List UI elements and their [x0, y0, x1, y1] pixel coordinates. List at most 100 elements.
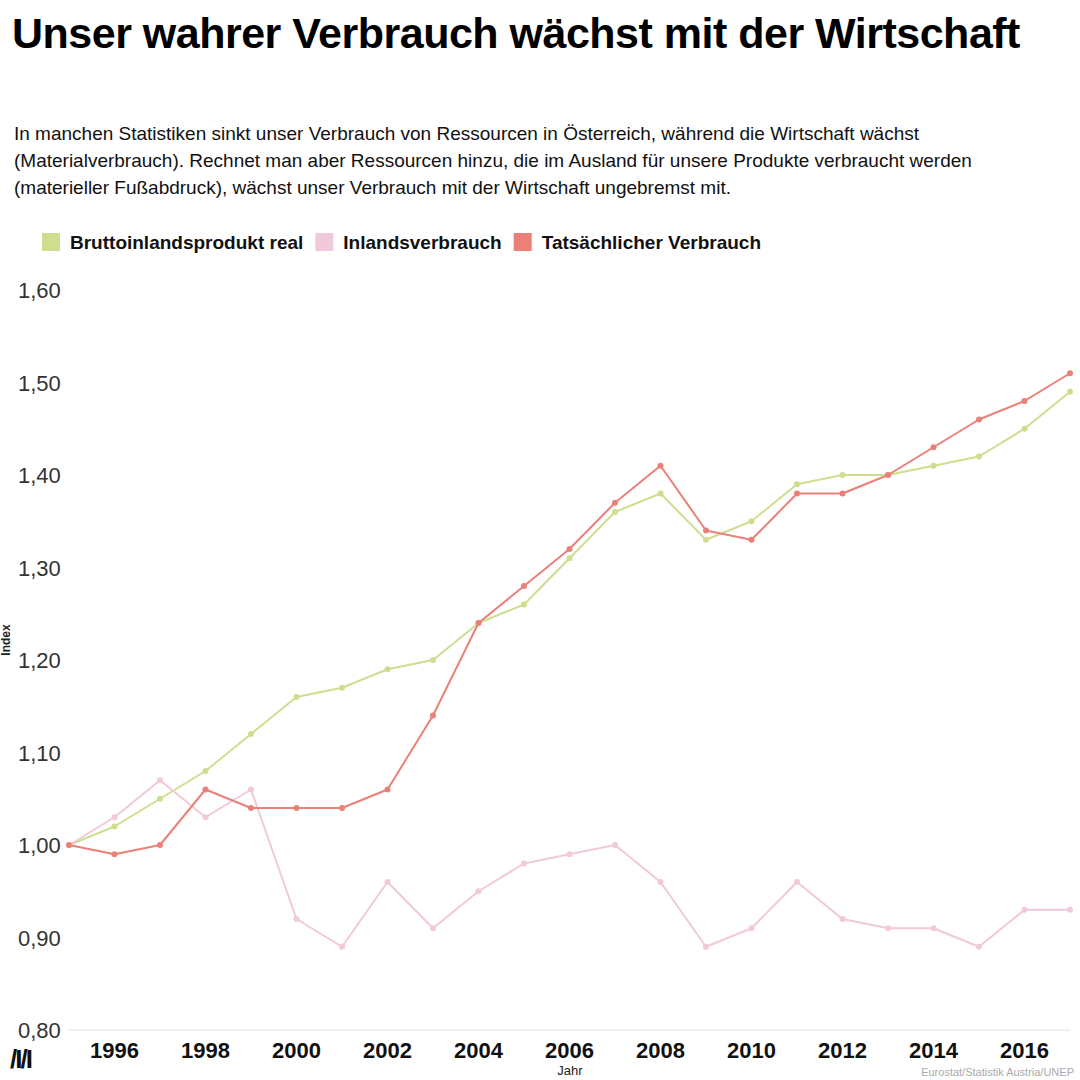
- series-point: [203, 768, 209, 774]
- series-point: [931, 444, 937, 450]
- logo: /I/I: [10, 1044, 32, 1074]
- series-point: [294, 916, 300, 922]
- y-tick-label: 0,90: [18, 926, 61, 951]
- series-point: [1067, 370, 1073, 376]
- subtitle: In manchen Statistiken sinkt unser Verbr…: [14, 120, 1070, 201]
- series-line: [69, 373, 1070, 854]
- series-point: [521, 861, 527, 867]
- series-point: [521, 583, 527, 589]
- series-point: [66, 842, 72, 848]
- series-point: [840, 491, 846, 497]
- x-axis-title: Jahr: [557, 1063, 583, 1078]
- series-point: [430, 657, 436, 663]
- series-point: [1022, 426, 1028, 432]
- x-tick-label: 2010: [727, 1038, 776, 1063]
- y-axis-title: Index: [0, 624, 13, 656]
- series-point: [1022, 907, 1028, 913]
- series-point: [794, 491, 800, 497]
- series-point: [430, 925, 436, 931]
- x-tick-label: 2006: [545, 1038, 594, 1063]
- legend-label: Bruttoinlandsprodukt real: [70, 232, 303, 253]
- series-point: [385, 787, 391, 793]
- legend-swatch: [315, 233, 333, 251]
- x-axis-line: [69, 1030, 1070, 1031]
- series-point: [339, 944, 345, 950]
- series-point: [612, 509, 618, 515]
- series-point: [658, 879, 664, 885]
- series-point: [658, 463, 664, 469]
- series-point: [976, 944, 982, 950]
- series-point: [658, 491, 664, 497]
- x-tick-label: 1996: [90, 1038, 139, 1063]
- legend-label: Inlandsverbrauch: [343, 232, 501, 253]
- series-point: [430, 713, 436, 719]
- series-point: [203, 787, 209, 793]
- series-point: [885, 472, 891, 478]
- source: Eurostat/Statistik Austria/UNEP: [921, 1066, 1074, 1078]
- series-point: [931, 925, 937, 931]
- series-point: [567, 546, 573, 552]
- series-point: [840, 472, 846, 478]
- series-point: [1067, 907, 1073, 913]
- series-line: [69, 392, 1070, 845]
- series-point: [248, 731, 254, 737]
- series-point: [885, 472, 891, 478]
- y-tick-label: 1,00: [18, 833, 61, 858]
- legend-swatch: [514, 233, 532, 251]
- chart: 0,800,901,001,101,201,301,401,501,601996…: [0, 0, 1080, 1080]
- series-point: [976, 417, 982, 423]
- series-point: [476, 888, 482, 894]
- series-point: [339, 685, 345, 691]
- x-tick-label: 2008: [636, 1038, 685, 1063]
- x-tick-label: 2016: [1000, 1038, 1049, 1063]
- legend-swatch: [42, 233, 60, 251]
- series-point: [294, 805, 300, 811]
- series-point: [385, 879, 391, 885]
- series-point: [248, 787, 254, 793]
- series-point: [66, 842, 72, 848]
- y-tick-label: 1,40: [18, 463, 61, 488]
- series-point: [1067, 389, 1073, 395]
- series-point: [749, 925, 755, 931]
- y-tick-label: 1,20: [18, 648, 61, 673]
- y-tick-label: 1,50: [18, 371, 61, 396]
- x-tick-label: 2002: [363, 1038, 412, 1063]
- x-tick-label: 2000: [272, 1038, 321, 1063]
- series-point: [294, 694, 300, 700]
- series-point: [521, 602, 527, 608]
- legend-label: Tatsächlicher Verbrauch: [542, 232, 761, 253]
- y-tick-label: 1,60: [18, 278, 61, 303]
- x-tick-label: 2014: [909, 1038, 959, 1063]
- series-point: [567, 851, 573, 857]
- series-point: [703, 528, 709, 534]
- series-point: [567, 555, 573, 561]
- series-line: [69, 780, 1070, 947]
- y-tick-label: 0,80: [18, 1018, 61, 1043]
- series-point: [157, 842, 163, 848]
- y-tick-label: 1,10: [18, 741, 61, 766]
- series-point: [112, 851, 118, 857]
- series-point: [476, 620, 482, 626]
- title: Unser wahrer Verbrauch wächst mit der Wi…: [12, 6, 1062, 60]
- x-tick-label: 1998: [181, 1038, 230, 1063]
- series-point: [112, 814, 118, 820]
- series-point: [1022, 398, 1028, 404]
- plot-data: [66, 370, 1073, 950]
- series-point: [612, 500, 618, 506]
- series-point: [385, 666, 391, 672]
- series-point: [339, 805, 345, 811]
- series-point: [476, 620, 482, 626]
- series-point: [612, 842, 618, 848]
- series-point: [203, 814, 209, 820]
- series-point: [794, 879, 800, 885]
- series-point: [248, 805, 254, 811]
- series-point: [157, 777, 163, 783]
- series-point: [931, 463, 937, 469]
- series-point: [112, 824, 118, 830]
- series-point: [66, 842, 72, 848]
- x-tick-label: 2004: [454, 1038, 504, 1063]
- x-tick-label: 2012: [818, 1038, 867, 1063]
- series-point: [794, 481, 800, 487]
- series-point: [749, 518, 755, 524]
- series-point: [157, 796, 163, 802]
